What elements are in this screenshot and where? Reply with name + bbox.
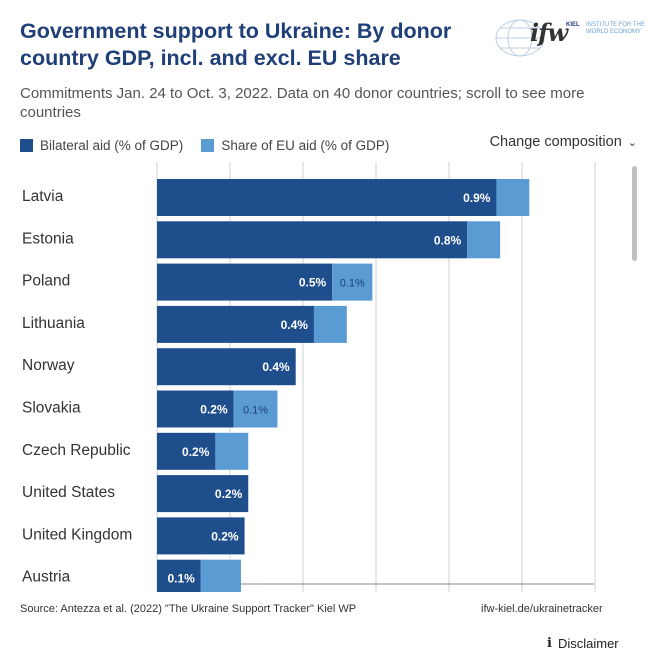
category-label: Lithuania [22,315,85,332]
category-label: Estonia [22,230,74,247]
data-label: 0.2% [211,529,239,543]
bar-segment-eu [313,305,347,343]
chart-area[interactable]: Latvia 0.9% Estonia 0.8% Poland 0.5% 0.1% Lithu… [0,162,671,597]
bar-segment-eu [233,390,278,428]
data-label: 0.1% [167,572,195,586]
data-label: 0.8% [434,233,462,247]
bar-segment-bilateral [157,390,234,428]
category-label: Austria [22,569,71,586]
legend-swatch-bilateral [20,138,33,152]
data-label: 0.4% [262,360,290,374]
change-composition-dropdown[interactable]: Change composition ⌄ [490,134,637,150]
bar-segment-bilateral [157,263,333,301]
bar-segment-bilateral [157,432,216,470]
chart-subtitle: Commitments Jan. 24 to Oct. 3, 2022. Dat… [20,85,585,121]
bar-segment-eu [332,263,373,301]
bar-segment-bilateral [157,305,314,343]
logo-ifw: ifw [530,18,568,47]
category-label: United Kingdom [22,526,132,543]
bar-segment-eu [200,559,241,597]
globe-icon [495,19,545,57]
data-label: 0.1% [243,405,268,417]
scrollbar[interactable] [632,166,637,261]
category-label: United States [22,484,115,501]
bar-segment-bilateral [157,179,497,216]
change-composition-label: Change composition [489,134,622,150]
logo-institute: INSTITUTE FOR THE WORLD ECONOMY [586,22,645,35]
source-note: Source: Antezza et al. (2022) "The Ukrai… [20,603,357,615]
legend-label-eu: Share of EU aid (% of GDP) [221,137,390,153]
ifw-logo: ifw KIEL INSTITUTE FOR THE WORLD ECONOMY [492,12,652,62]
data-label: 0.5% [299,276,327,290]
disclaimer-link[interactable]: i Disclaimer [547,636,619,651]
data-label: 0.2% [200,403,228,417]
legend-item-bilateral: Bilateral aid (% of GDP) [20,138,183,153]
bar-segment-bilateral [157,559,201,597]
bar-chart: Latvia 0.9% Estonia 0.8% Poland 0.5% 0.1% Lithu… [22,162,596,597]
logo-kiel: KIEL [566,22,580,28]
source-url-link[interactable]: ifw-kiel.de/ukrainetracker [481,603,603,615]
bar-segment-eu [467,221,501,259]
legend-label-bilateral: Bilateral aid (% of GDP) [40,137,184,153]
data-label: 0.4% [281,318,309,332]
bar-segment-bilateral [157,221,468,259]
bar-segment-bilateral [157,475,249,513]
info-icon: i [547,636,552,651]
category-label: Latvia [22,188,64,205]
category-label: Slovakia [22,400,81,417]
legend-swatch-eu [201,138,215,152]
category-label: Norway [22,357,75,374]
data-label: 0.2% [215,487,243,501]
data-label: 0.2% [182,445,210,459]
bar-segment-bilateral [157,517,245,555]
data-label: 0.1% [340,278,365,290]
bar-segment-eu [215,432,249,470]
bar-segment-eu [496,179,530,216]
category-label: Czech Republic [22,442,131,459]
legend: Bilateral aid (% of GDP) Share of EU aid… [20,135,407,155]
bar-segment-bilateral [157,348,296,386]
data-label: 0.9% [463,191,491,205]
legend-item-eu: Share of EU aid (% of GDP) [201,138,389,153]
category-label: Poland [22,273,70,290]
page-title: Government support to Ukraine: By donor … [20,19,452,70]
disclaimer-label: Disclaimer [557,636,619,651]
chevron-down-icon: ⌄ [627,136,637,149]
